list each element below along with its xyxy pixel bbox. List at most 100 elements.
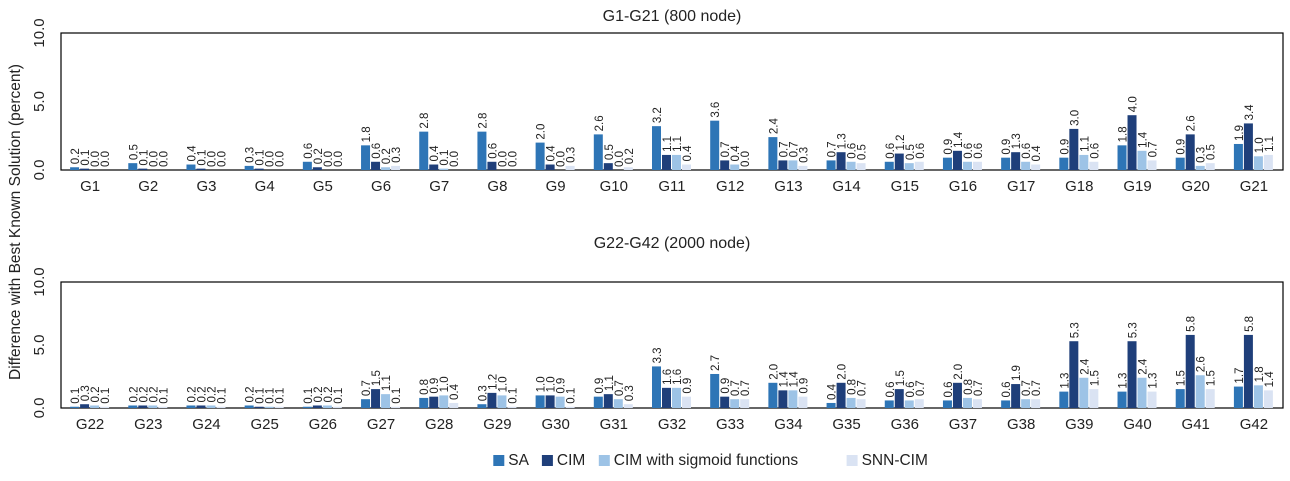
data-label: 0.2 [186,386,198,402]
bar-G11-sa [652,126,661,170]
bar-G27-sa [361,399,371,408]
bar-G1-cim [80,168,90,170]
bar-G30-cim [545,395,555,408]
bar-G40-cim [1127,341,1137,408]
x-tick-label: G21 [1240,178,1268,195]
data-label: 5.8 [1186,316,1198,332]
data-label: 0.0 [148,151,160,167]
data-label: 0.8 [847,379,859,395]
data-label: 2.6 [1196,356,1208,372]
data-label: 0.2 [90,386,102,402]
bar-G10-cim [603,163,613,170]
bar-G4-cim [254,168,264,170]
data-label: 0.4 [827,383,839,400]
data-label: 0.9 [943,139,955,155]
bar-G29-snn-cim [507,406,517,408]
bar-G38-sa [1001,400,1011,408]
data-label: 0.6 [885,381,897,397]
data-label: 2.0 [768,364,780,380]
data-label: 0.4 [730,145,742,162]
bar-G42-cim [1243,334,1253,408]
x-tick-label: G25 [250,416,278,433]
bar-G16-cim-with-sigmoid-functions [962,161,972,170]
bar-G6-sa [361,145,371,170]
data-label: 0.2 [206,386,218,402]
bar-G16-sa [942,157,952,170]
bar-G29-cim [487,392,497,408]
data-label: 0.2 [196,386,208,402]
data-label: 3.6 [710,102,722,118]
data-label: 4.0 [1128,96,1140,112]
data-label: 0.1 [80,150,92,166]
data-label: 0.6 [973,143,985,159]
data-label: 0.1 [439,150,451,166]
x-tick-label: G39 [1065,416,1093,433]
data-label: 0.3 [1196,147,1208,163]
x-tick-label: G28 [425,416,453,433]
legend-swatch-cim [541,455,553,466]
bar-G23-snn-cim [158,406,168,408]
data-label: 0.6 [915,143,927,159]
bar-G6-cim-with-sigmoid-functions [381,167,391,170]
data-label: 0.0 [90,151,102,167]
data-label: 0.7 [857,380,869,396]
bar-G22-cim-with-sigmoid-functions [90,405,100,408]
x-tick-label: G32 [658,416,686,433]
data-label: 0.1 [303,388,315,404]
data-label: 0.4 [682,145,694,162]
bar-G37-sa [942,400,952,408]
bar-G24-cim [196,405,206,408]
bar-G21-cim-with-sigmoid-functions [1253,156,1263,170]
bar-G10-sa [593,134,603,170]
bar-G10-snn-cim [623,167,633,170]
data-label: 0.0 [100,151,112,167]
y-tick-label: 10.0 [31,267,48,296]
x-tick-label: G8 [487,178,507,195]
data-label: 0.7 [1031,380,1043,396]
data-label: 1.3 [837,133,849,149]
bar-G39-sa [1059,391,1069,408]
data-label: 0.6 [1089,143,1101,159]
data-label: 0.9 [1059,139,1071,155]
data-label: 0.5 [905,144,917,160]
data-label: 0.0 [740,151,752,167]
data-label: 3.4 [1244,104,1256,121]
data-label: 2.7 [710,355,722,371]
bar-G28-sa [419,397,429,408]
data-label: 0.0 [507,151,519,167]
bar-G2-cim [138,168,148,170]
bar-G4-sa [244,165,254,170]
data-label: 0.4 [449,383,461,400]
bar-G17-snn-cim [1031,164,1041,170]
data-label: 0.3 [245,147,257,163]
data-label: 1.0 [497,376,509,392]
data-label: 0.7 [827,141,839,157]
data-label: 0.0 [158,151,170,167]
bar-G42-cim-with-sigmoid-functions [1253,385,1263,408]
bar-G19-sa [1117,145,1127,170]
bar-G27-cim [371,389,381,408]
bar-G33-sa [710,373,720,408]
data-label: 0.6 [943,381,955,397]
bar-G14-cim-with-sigmoid-functions [846,161,856,170]
bar-G14-cim [836,152,846,170]
data-label: 0.2 [624,148,636,164]
data-label: 0.7 [740,380,752,396]
bar-G6-cim [371,161,381,170]
x-tick-label: G31 [600,416,628,433]
bar-G19-cim-with-sigmoid-functions [1137,150,1147,170]
bar-G17-cim-with-sigmoid-functions [1021,161,1031,170]
data-label: 2.0 [953,364,965,380]
data-label: 0.2 [148,386,160,402]
data-label: 1.2 [487,374,499,390]
x-tick-label: G40 [1123,416,1151,433]
data-label: 0.3 [566,147,578,163]
bar-G21-cim [1243,123,1253,170]
data-label: 0.6 [905,381,917,397]
data-label: 1.5 [1206,370,1218,386]
bar-G20-sa [1175,157,1185,170]
bar-G24-cim-with-sigmoid-functions [206,405,216,408]
data-label: 0.3 [624,385,636,401]
data-label: 2.0 [536,124,548,140]
